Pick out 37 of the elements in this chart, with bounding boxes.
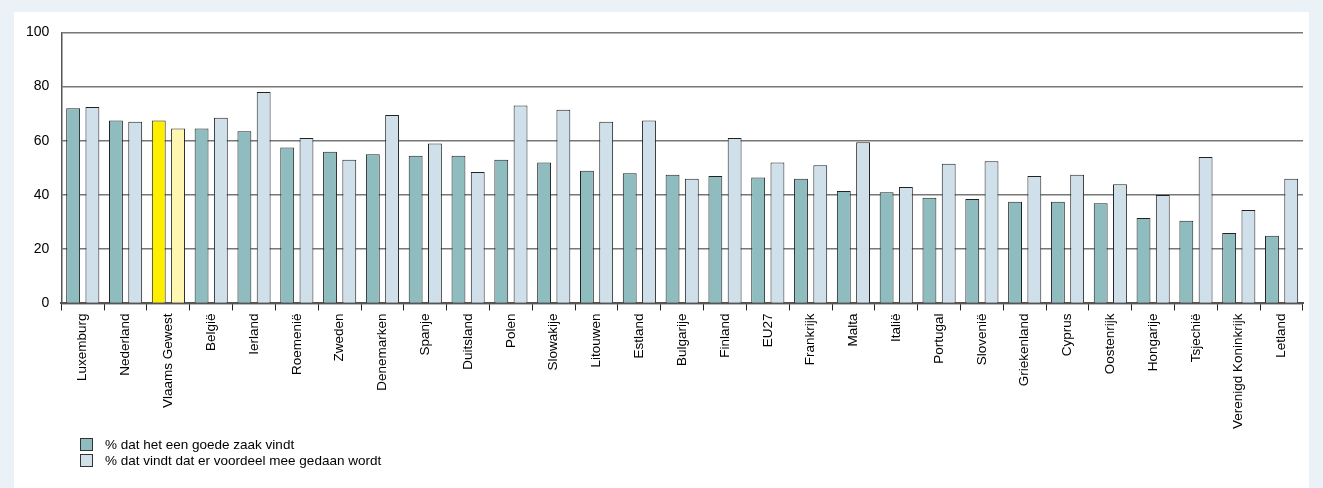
y-tick-label: 60 <box>33 131 50 148</box>
x-tick-label: Roemenië <box>288 313 304 375</box>
y-tick-label: 40 <box>33 185 50 202</box>
y-tick-label: 80 <box>33 77 50 94</box>
x-tick-label: Spanje <box>417 313 433 356</box>
x-tick-label: Bulgarije <box>673 313 689 366</box>
y-tick-label: 100 <box>26 23 50 40</box>
x-tick-label: Duitsland <box>459 313 475 370</box>
x-tick-label: EU27 <box>759 313 775 348</box>
x-tick-label: Oostenrijk <box>1102 313 1118 375</box>
x-tick-label: Letland <box>1273 313 1289 358</box>
x-tick-label: Vlaams Gewest <box>160 313 176 408</box>
x-tick-label: Litouwen <box>588 313 604 368</box>
x-tick-label: Hongarije <box>1144 313 1160 372</box>
x-tick-label: Italië <box>887 313 903 342</box>
x-tick-label: Frankrijk <box>802 313 818 366</box>
x-tick-label: Tsjechië <box>1187 313 1203 363</box>
x-tick-label: Luxemburg <box>74 313 90 381</box>
x-tick-label: Griekenland <box>1016 313 1032 387</box>
x-tick-label: Portugal <box>930 313 946 364</box>
x-tick-label: Cyprus <box>1059 313 1075 357</box>
x-tick-label: België <box>202 313 218 351</box>
x-tick-label: Slowakije <box>545 313 561 371</box>
y-tick-label: 20 <box>33 240 50 257</box>
x-tick-label: Finland <box>716 313 732 358</box>
x-tick-label: Malta <box>845 312 861 347</box>
x-tick-label: Slovenië <box>973 313 989 366</box>
x-tick-label: Polen <box>502 313 518 348</box>
legend-label: % dat vindt dat er voordeel mee gedaan wordt <box>105 452 382 468</box>
x-tick-label: Verenigd Koninkrijk <box>1230 313 1246 430</box>
legend-label: % dat het een goede zaak vindt <box>105 436 295 452</box>
y-tick-label: 0 <box>41 294 50 311</box>
x-tick-label: Ierland <box>245 313 261 355</box>
x-tick-label: Zweden <box>331 313 347 362</box>
x-tick-label: Nederland <box>117 313 133 376</box>
x-tick-label: Estland <box>631 313 647 359</box>
x-tick-label: Denemarken <box>374 313 390 391</box>
